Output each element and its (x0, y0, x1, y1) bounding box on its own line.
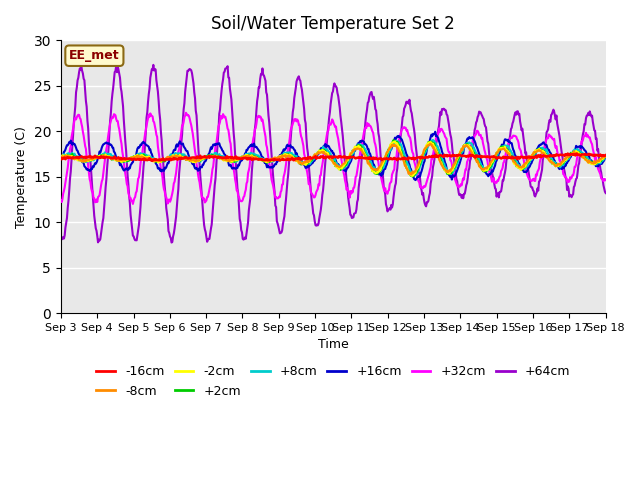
+32cm (417, 183, 425, 189)
-8cm (427, 141, 435, 146)
+64cm (417, 184, 425, 190)
-2cm (602, 154, 609, 159)
-2cm (67, 153, 75, 159)
+32cm (129, 201, 137, 207)
-16cm (602, 152, 609, 158)
+32cm (179, 122, 187, 128)
+8cm (67, 151, 75, 156)
-16cm (573, 151, 580, 156)
-2cm (123, 157, 131, 163)
Title: Soil/Water Temperature Set 2: Soil/Water Temperature Set 2 (211, 15, 455, 33)
+2cm (123, 158, 131, 164)
-2cm (207, 154, 215, 159)
-16cm (400, 155, 408, 160)
-2cm (57, 155, 65, 160)
-16cm (148, 158, 156, 164)
Y-axis label: Temperature (C): Temperature (C) (15, 126, 28, 228)
Line: -2cm: -2cm (61, 142, 605, 176)
-8cm (207, 154, 215, 159)
+64cm (209, 212, 216, 217)
+2cm (179, 154, 186, 159)
-8cm (416, 157, 424, 163)
-16cm (123, 156, 131, 162)
+2cm (207, 153, 215, 158)
X-axis label: Time: Time (318, 338, 349, 351)
+8cm (179, 151, 186, 157)
-8cm (123, 157, 131, 163)
+64cm (168, 240, 175, 245)
-2cm (179, 154, 186, 160)
+16cm (399, 142, 407, 147)
+32cm (401, 125, 409, 131)
+32cm (182, 110, 190, 116)
Line: -8cm: -8cm (61, 144, 605, 175)
+16cm (179, 141, 186, 147)
-8cm (399, 157, 407, 163)
+2cm (408, 174, 416, 180)
+2cm (57, 156, 65, 162)
-16cm (179, 156, 187, 161)
+64cm (180, 106, 188, 112)
-2cm (408, 173, 416, 179)
+64cm (401, 104, 409, 110)
+8cm (399, 149, 407, 155)
Line: -16cm: -16cm (61, 154, 605, 161)
Line: +16cm: +16cm (61, 132, 605, 180)
-8cm (67, 154, 75, 160)
-2cm (391, 139, 399, 144)
Legend: -16cm, -8cm, -2cm, +2cm, +8cm, +16cm, +32cm, +64cm: -16cm, -8cm, -2cm, +2cm, +8cm, +16cm, +3… (92, 360, 575, 403)
+8cm (429, 137, 436, 143)
+8cm (416, 163, 424, 169)
-16cm (208, 154, 216, 159)
+64cm (123, 160, 131, 166)
-16cm (57, 155, 65, 161)
+64cm (602, 190, 609, 196)
+8cm (207, 153, 215, 159)
+2cm (417, 158, 425, 164)
+16cm (57, 156, 65, 162)
+16cm (412, 177, 419, 183)
+32cm (67, 144, 75, 149)
Text: EE_met: EE_met (69, 49, 120, 62)
-2cm (417, 156, 425, 162)
-8cm (57, 155, 65, 160)
+16cm (602, 155, 609, 160)
+2cm (390, 137, 397, 143)
+16cm (416, 173, 424, 179)
+8cm (410, 173, 417, 179)
+2cm (67, 153, 75, 159)
-8cm (602, 153, 609, 159)
+2cm (400, 157, 408, 163)
+32cm (123, 181, 131, 187)
+16cm (207, 144, 215, 150)
+8cm (602, 154, 609, 160)
+32cm (209, 167, 216, 172)
Line: +32cm: +32cm (61, 113, 605, 204)
+16cm (67, 138, 75, 144)
+2cm (602, 154, 609, 160)
+64cm (57, 233, 65, 239)
Line: +8cm: +8cm (61, 140, 605, 176)
-16cm (416, 154, 424, 160)
+16cm (123, 166, 131, 171)
-2cm (400, 159, 408, 165)
+8cm (57, 155, 65, 161)
+64cm (150, 62, 157, 68)
Line: +2cm: +2cm (61, 140, 605, 177)
+8cm (123, 159, 131, 165)
+32cm (602, 177, 609, 182)
+32cm (57, 198, 65, 204)
+16cm (431, 129, 439, 134)
+64cm (67, 169, 75, 175)
-16cm (67, 155, 75, 161)
-8cm (407, 172, 415, 178)
-8cm (179, 156, 186, 161)
Line: +64cm: +64cm (61, 65, 605, 242)
